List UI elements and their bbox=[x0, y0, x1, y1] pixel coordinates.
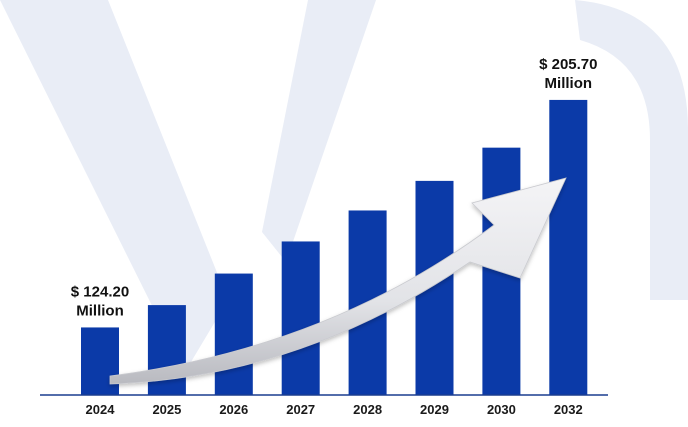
data-label-2024: $ 124.20 Million bbox=[71, 283, 129, 319]
data-label-2032: $ 205.70 Million bbox=[539, 56, 597, 92]
x-tick-label-2030: 2030 bbox=[487, 402, 516, 417]
x-tick-label-2025: 2025 bbox=[152, 402, 181, 417]
x-tick-label-2032: 2032 bbox=[554, 402, 583, 417]
x-tick-label-2026: 2026 bbox=[219, 402, 248, 417]
watermark-logo bbox=[0, 0, 688, 372]
data-label-line: $ 205.70 bbox=[539, 56, 597, 73]
x-tick-label-2024: 2024 bbox=[86, 402, 116, 417]
bar-2026 bbox=[214, 273, 253, 395]
trend-arrow-icon bbox=[109, 177, 567, 385]
bar-2032 bbox=[549, 99, 588, 395]
data-label-line: Million bbox=[545, 75, 593, 92]
data-label-line: Million bbox=[76, 302, 124, 319]
x-tick-label-2027: 2027 bbox=[286, 402, 315, 417]
bar-2024 bbox=[81, 327, 119, 395]
data-label-line: $ 124.20 bbox=[71, 283, 129, 300]
x-tick-labels: 2024 2025 2026 2027 2028 2029 2030 2032 bbox=[86, 402, 583, 417]
x-tick-label-2028: 2028 bbox=[353, 402, 382, 417]
x-tick-label-2029: 2029 bbox=[420, 402, 449, 417]
bars bbox=[81, 99, 588, 395]
bar-2027 bbox=[281, 241, 320, 395]
